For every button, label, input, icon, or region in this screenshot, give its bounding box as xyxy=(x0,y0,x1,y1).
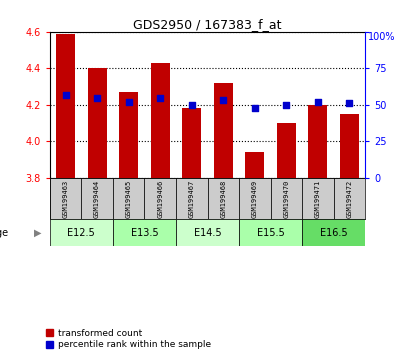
Bar xyxy=(113,219,176,246)
Point xyxy=(188,102,195,108)
Text: GSM199466: GSM199466 xyxy=(157,179,163,218)
Text: GSM199470: GSM199470 xyxy=(283,179,289,218)
Point xyxy=(251,105,258,110)
Text: 100%: 100% xyxy=(368,32,395,42)
Bar xyxy=(239,178,271,219)
Bar xyxy=(302,178,334,219)
Bar xyxy=(81,178,113,219)
Text: GSM199469: GSM199469 xyxy=(252,179,258,218)
Bar xyxy=(308,105,327,178)
Text: E12.5: E12.5 xyxy=(68,228,95,238)
Bar xyxy=(50,178,81,219)
Point xyxy=(94,95,100,101)
Bar xyxy=(277,123,296,178)
Bar xyxy=(245,152,264,178)
Text: GSM199465: GSM199465 xyxy=(126,179,132,218)
Bar xyxy=(271,178,302,219)
Text: GSM199464: GSM199464 xyxy=(94,179,100,218)
Bar xyxy=(239,219,302,246)
Bar xyxy=(119,92,138,178)
Text: E15.5: E15.5 xyxy=(257,228,284,238)
Text: GSM199463: GSM199463 xyxy=(63,179,68,218)
Legend: transformed count, percentile rank within the sample: transformed count, percentile rank withi… xyxy=(46,329,211,349)
Bar xyxy=(144,178,176,219)
Point xyxy=(346,101,353,106)
Text: E13.5: E13.5 xyxy=(131,228,158,238)
Point xyxy=(315,99,321,105)
Text: GSM199471: GSM199471 xyxy=(315,179,321,218)
Text: ▶: ▶ xyxy=(34,228,42,238)
Point xyxy=(125,99,132,105)
Point xyxy=(283,102,290,108)
Bar xyxy=(56,34,75,178)
Bar xyxy=(176,219,239,246)
Text: GSM199472: GSM199472 xyxy=(347,179,352,218)
Bar xyxy=(88,68,107,178)
Text: GSM199467: GSM199467 xyxy=(189,179,195,218)
Text: E16.5: E16.5 xyxy=(320,228,347,238)
Bar xyxy=(50,219,113,246)
Text: GSM199468: GSM199468 xyxy=(220,179,226,218)
Bar xyxy=(176,178,208,219)
Bar xyxy=(340,114,359,178)
Point xyxy=(157,95,164,101)
Bar xyxy=(151,63,170,178)
Point xyxy=(220,98,227,103)
Title: GDS2950 / 167383_f_at: GDS2950 / 167383_f_at xyxy=(133,18,282,31)
Bar xyxy=(113,178,144,219)
Bar xyxy=(302,219,365,246)
Bar xyxy=(334,178,365,219)
Text: age: age xyxy=(0,228,8,238)
Bar xyxy=(208,178,239,219)
Text: E14.5: E14.5 xyxy=(194,228,221,238)
Bar xyxy=(182,108,201,178)
Bar xyxy=(214,83,233,178)
Point xyxy=(62,92,69,97)
